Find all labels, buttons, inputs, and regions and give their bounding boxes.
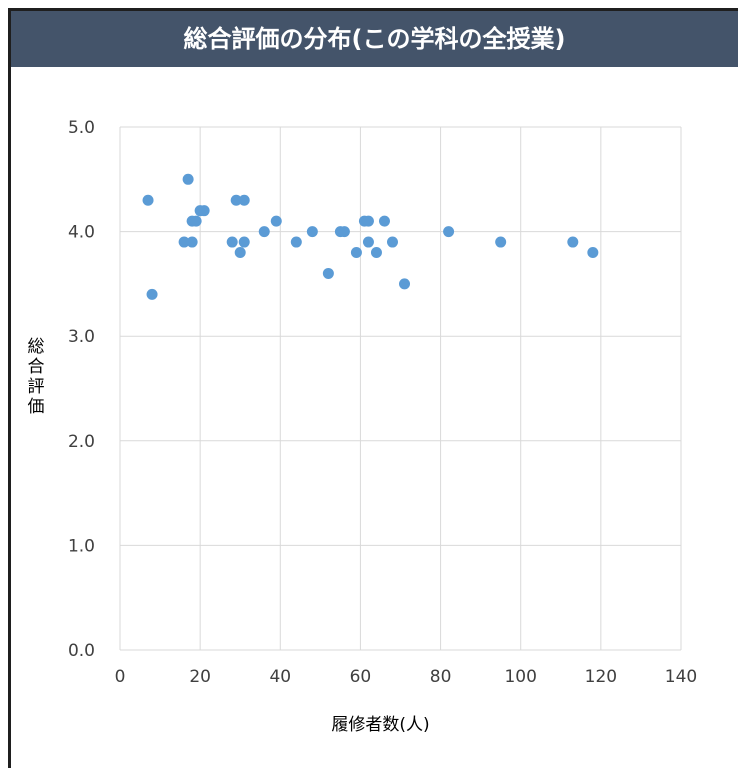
- data-point: [226, 236, 238, 248]
- data-point: [290, 236, 302, 248]
- data-point: [322, 267, 334, 279]
- data-point: [238, 236, 250, 248]
- data-point: [186, 236, 198, 248]
- chart-title: 総合評価の分布(この学科の全授業): [183, 25, 566, 53]
- data-point: [146, 288, 158, 300]
- data-point: [399, 278, 411, 290]
- data-point: [350, 247, 362, 259]
- data-point: [270, 215, 282, 227]
- x-tick-label: 40: [269, 667, 291, 687]
- x-tick-label: 60: [350, 667, 372, 687]
- chart-header: 総合評価の分布(この学科の全授業): [11, 11, 738, 67]
- y-tick-label: 2.0: [68, 432, 95, 452]
- x-tick-label: 20: [189, 667, 211, 687]
- y-tick-label: 3.0: [68, 327, 95, 347]
- data-point: [230, 194, 242, 206]
- data-point: [338, 226, 350, 238]
- x-tick-label: 140: [665, 667, 697, 687]
- chart-frame: [8, 8, 738, 768]
- data-point: [182, 173, 194, 185]
- data-point: [258, 226, 270, 238]
- data-point: [190, 215, 202, 227]
- data-point: [370, 247, 382, 259]
- data-point: [234, 247, 246, 259]
- x-tick-label: 0: [115, 667, 126, 687]
- x-tick-label: 120: [585, 667, 617, 687]
- y-tick-label: 4.0: [68, 223, 95, 243]
- y-tick-label: 0.0: [68, 641, 95, 661]
- data-point: [378, 215, 390, 227]
- data-point: [362, 236, 374, 248]
- data-point: [178, 236, 190, 248]
- y-axis-label: 総合評価: [28, 337, 45, 417]
- data-point: [362, 215, 374, 227]
- data-point: [587, 247, 599, 259]
- x-tick-label: 100: [504, 667, 536, 687]
- x-tick-label: 80: [430, 667, 452, 687]
- x-axis-label: 履修者数(人): [331, 715, 429, 735]
- data-point: [238, 194, 250, 206]
- y-tick-label: 5.0: [68, 118, 95, 138]
- data-point: [567, 236, 579, 248]
- data-point: [142, 194, 154, 206]
- data-point: [495, 236, 507, 248]
- data-point: [306, 226, 318, 238]
- data-point: [386, 236, 398, 248]
- scatter-chart: 0 20 40 60 80 100 120 140 0.0 1.0 2.0 3.0 4.0 5.0 履修者数…: [28, 118, 698, 735]
- data-point: [443, 226, 455, 238]
- y-tick-label: 1.0: [68, 536, 95, 556]
- data-point: [198, 205, 210, 217]
